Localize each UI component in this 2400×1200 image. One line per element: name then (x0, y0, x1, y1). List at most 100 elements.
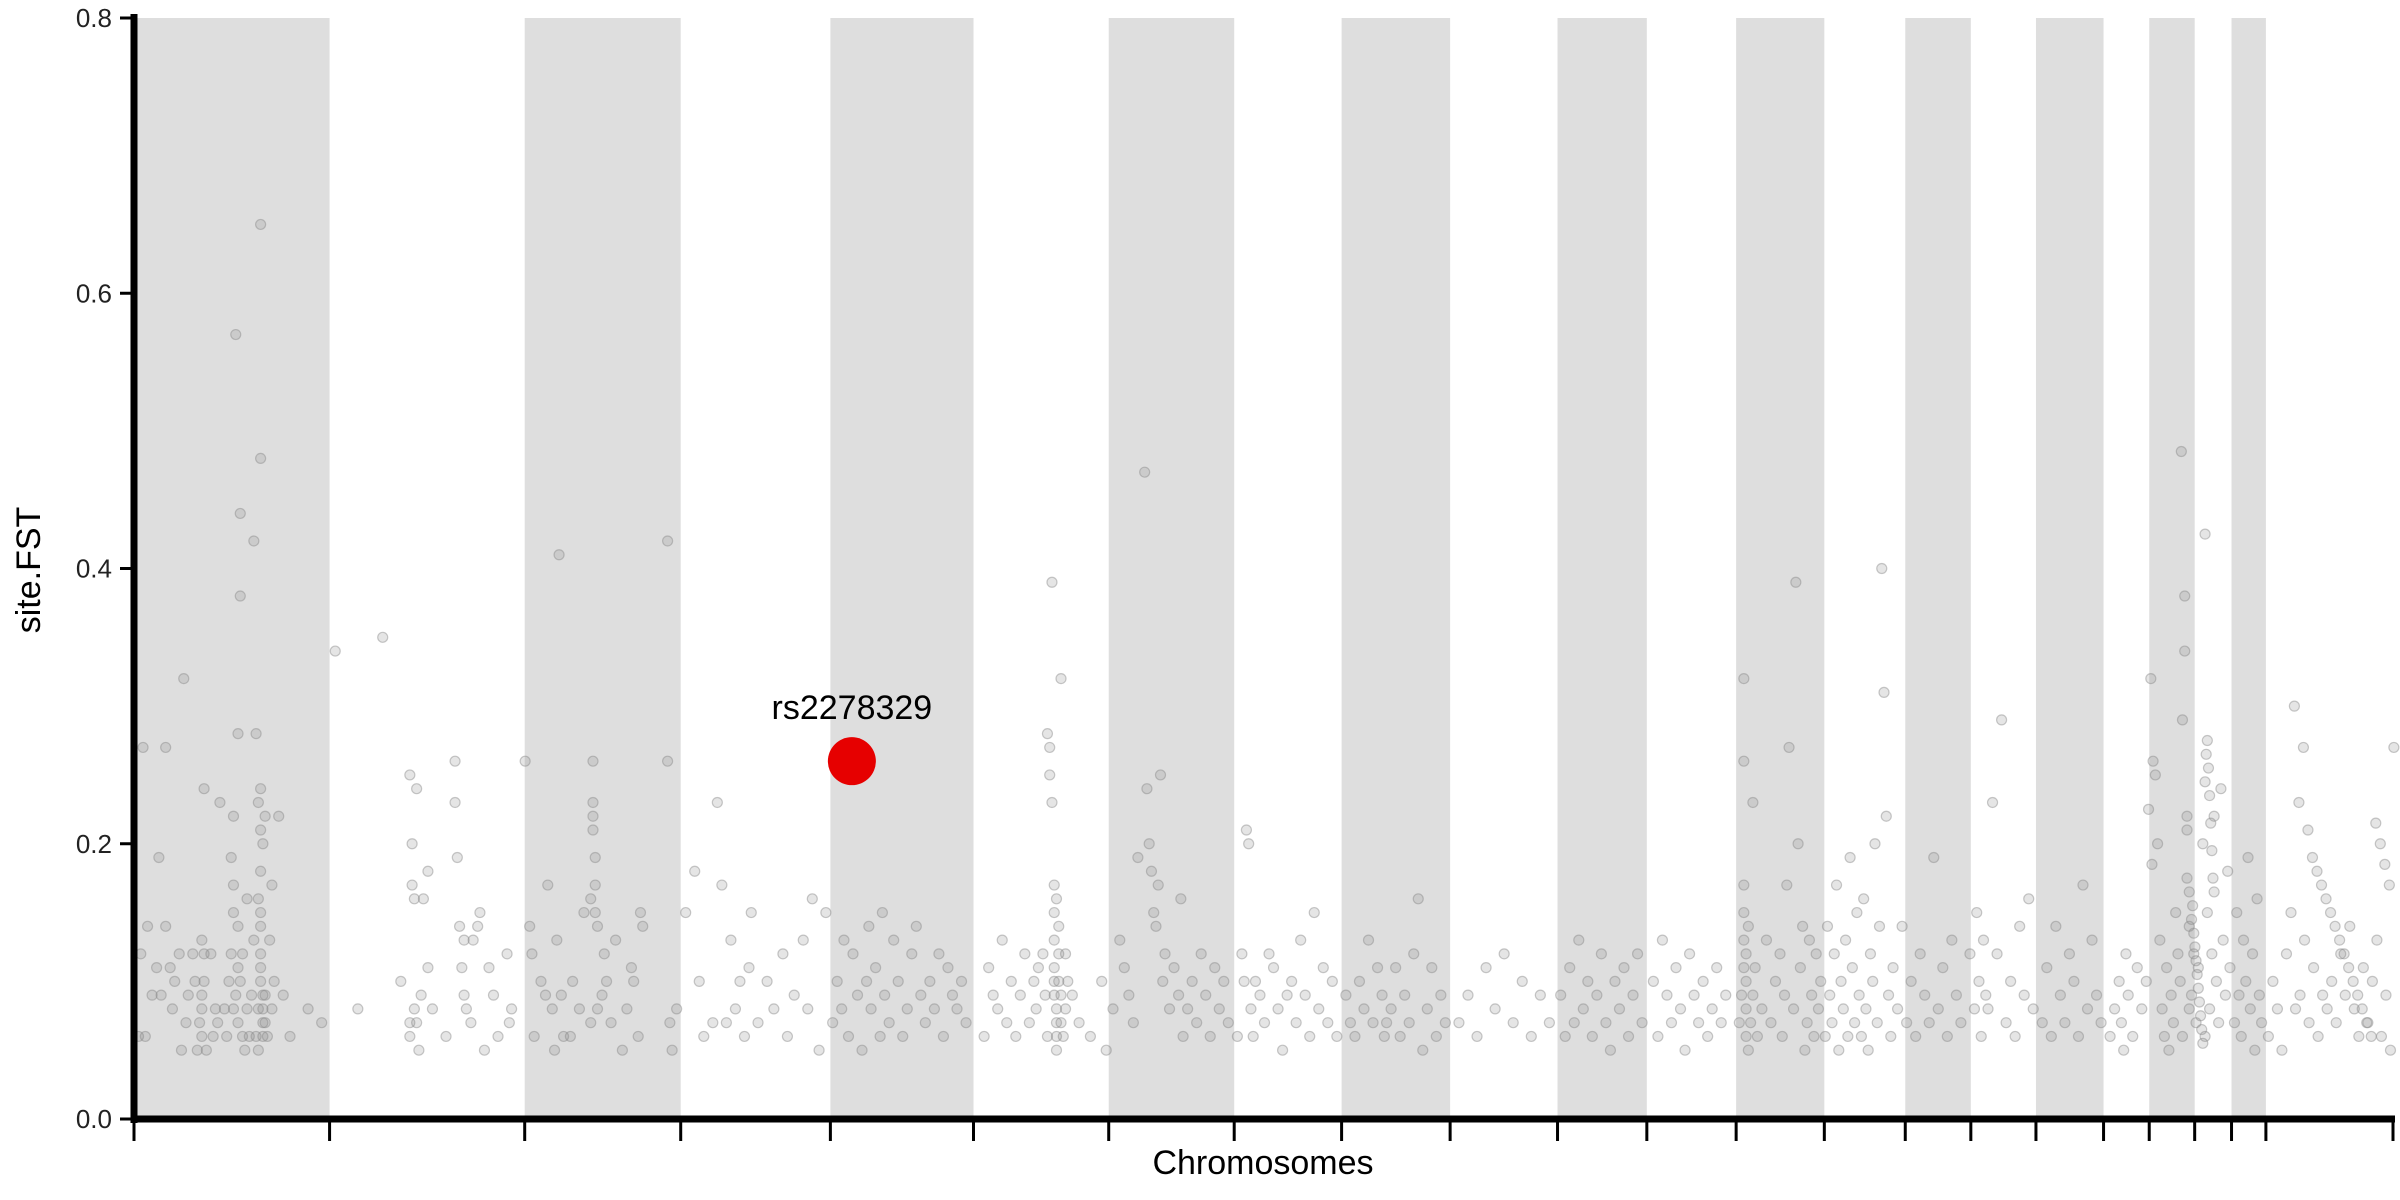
data-point (1394, 1030, 1406, 1043)
data-point (1559, 1030, 1571, 1043)
data-point (1240, 824, 1253, 836)
data-point (1591, 989, 1603, 1001)
data-point (1050, 1030, 1063, 1043)
data-point (1882, 989, 1895, 1001)
data-point (1200, 989, 1212, 1001)
data-point (460, 1003, 472, 1015)
data-point (255, 962, 267, 974)
data-point (1742, 1044, 1754, 1056)
data-point (637, 920, 649, 932)
data-point (1887, 962, 1899, 974)
data-point (2176, 1030, 2189, 1043)
data-point (1586, 1030, 1598, 1043)
data-point (2120, 948, 2132, 960)
data-point (261, 1030, 273, 1043)
data-point (456, 962, 468, 974)
data-point (2145, 672, 2157, 685)
data-point (745, 906, 757, 919)
data-point (2315, 879, 2328, 891)
data-point (1738, 672, 1750, 685)
data-point (1738, 962, 1750, 974)
data-point (1403, 1017, 1415, 1029)
data-point (1873, 920, 1886, 932)
y-axis-label: site.FST (10, 507, 48, 634)
data-point (738, 1030, 751, 1043)
data-point (232, 962, 244, 974)
data-point (1760, 934, 1773, 946)
data-point (257, 838, 269, 850)
data-point (2357, 962, 2369, 974)
data-point (2374, 838, 2386, 850)
data-point (587, 796, 599, 809)
data-point (1862, 1044, 1874, 1056)
data-point (1349, 1030, 1361, 1043)
data-point (2210, 975, 2222, 987)
data-point (234, 507, 246, 520)
data-point (1923, 1017, 1935, 1029)
data-point (2185, 989, 2198, 1001)
data-point (1331, 1030, 1343, 1043)
data-point (166, 1003, 179, 1015)
data-point (234, 975, 246, 987)
data-point (2306, 851, 2319, 864)
data-point (1867, 975, 1879, 987)
data-point (2192, 982, 2204, 994)
data-point (1050, 1017, 1063, 1029)
data-point (546, 1003, 558, 1015)
data-point (255, 906, 267, 919)
data-point (2202, 762, 2215, 774)
data-point (408, 1003, 420, 1015)
x-axis-label: Chromosomes (1152, 1144, 1373, 1182)
data-point (1150, 920, 1162, 932)
data-point (589, 879, 601, 891)
data-point (1408, 948, 1420, 960)
data-point (1910, 1030, 1922, 1043)
data-point (1919, 989, 1931, 1001)
data-point (250, 728, 262, 740)
data-point (1656, 934, 1669, 946)
data-point (408, 893, 420, 905)
chromosome-band (524, 18, 681, 1119)
data-point (1238, 975, 1250, 987)
data-point (951, 1003, 963, 1015)
data-point (2288, 700, 2300, 712)
data-point (474, 906, 486, 919)
data-point (1776, 1030, 1788, 1043)
data-point (937, 1030, 950, 1043)
data-point (503, 1017, 515, 1029)
data-point (1048, 879, 1060, 891)
data-point (1747, 796, 1759, 809)
data-point (2183, 1003, 2195, 1015)
data-point (1851, 906, 1863, 919)
data-point (1417, 1044, 1429, 1056)
data-point (1980, 989, 1992, 1001)
data-point (209, 1003, 221, 1015)
chromosome-band (1108, 18, 1235, 1119)
data-point (257, 1030, 269, 1043)
data-point (1055, 989, 1067, 1001)
data-point (557, 1030, 570, 1043)
data-point (467, 934, 479, 946)
data-point (1749, 962, 1761, 974)
data-point (205, 948, 217, 960)
data-point (1652, 1030, 1664, 1043)
data-point (827, 1017, 839, 1029)
data-point (2165, 989, 2177, 1001)
data-point (255, 948, 267, 960)
data-point (1928, 851, 1940, 864)
data-point (2192, 962, 2204, 974)
data-point (1941, 1030, 1953, 1043)
data-point (422, 962, 434, 974)
data-point (1555, 989, 1567, 1001)
data-point (519, 755, 531, 767)
chromosome-band (134, 18, 330, 1119)
data-point (2151, 838, 2164, 850)
data-point (2193, 996, 2206, 1008)
data-point (1066, 989, 1078, 1001)
data-point (2140, 975, 2152, 987)
data-point (1869, 838, 1881, 850)
data-point (1435, 989, 1447, 1001)
data-point (241, 1003, 253, 1015)
data-point (526, 948, 538, 960)
